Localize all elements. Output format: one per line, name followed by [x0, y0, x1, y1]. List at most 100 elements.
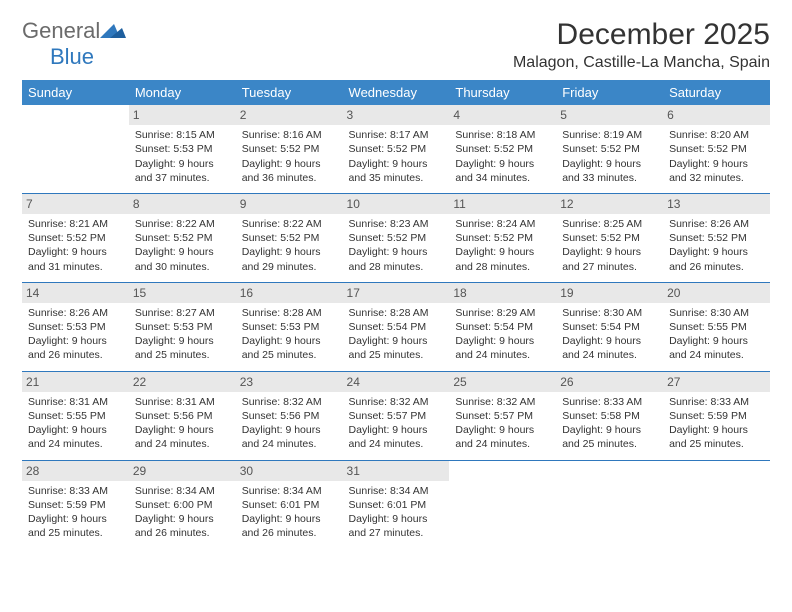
day-number: 9: [236, 194, 343, 214]
day-number: 12: [556, 194, 663, 214]
sunrise-text: Sunrise: 8:32 AM: [455, 395, 550, 409]
daylight-text: Daylight: 9 hours and 27 minutes.: [562, 245, 657, 273]
daylight-text: Daylight: 9 hours and 24 minutes.: [135, 423, 230, 451]
daylight-text: Daylight: 9 hours and 24 minutes.: [455, 334, 550, 362]
calendar-day-cell: 1Sunrise: 8:15 AMSunset: 5:53 PMDaylight…: [129, 105, 236, 193]
sunrise-text: Sunrise: 8:26 AM: [28, 306, 123, 320]
sunrise-text: Sunrise: 8:26 AM: [669, 217, 764, 231]
sunset-text: Sunset: 5:52 PM: [135, 231, 230, 245]
day-number: 26: [556, 372, 663, 392]
daylight-text: Daylight: 9 hours and 28 minutes.: [349, 245, 444, 273]
month-title: December 2025: [513, 18, 770, 52]
sunset-text: Sunset: 6:01 PM: [349, 498, 444, 512]
calendar-day-cell: 5Sunrise: 8:19 AMSunset: 5:52 PMDaylight…: [556, 105, 663, 193]
calendar-day-cell: 7Sunrise: 8:21 AMSunset: 5:52 PMDaylight…: [22, 193, 129, 282]
sunset-text: Sunset: 5:52 PM: [562, 231, 657, 245]
day-number: 8: [129, 194, 236, 214]
weekday-header: Monday: [129, 80, 236, 105]
sunset-text: Sunset: 5:52 PM: [28, 231, 123, 245]
sunset-text: Sunset: 5:52 PM: [669, 142, 764, 156]
sunrise-text: Sunrise: 8:34 AM: [135, 484, 230, 498]
sunset-text: Sunset: 5:53 PM: [242, 320, 337, 334]
sunset-text: Sunset: 5:59 PM: [669, 409, 764, 423]
calendar-day-cell: [663, 460, 770, 548]
weekday-header: Wednesday: [343, 80, 450, 105]
weekday-header: Thursday: [449, 80, 556, 105]
sunset-text: Sunset: 5:52 PM: [242, 231, 337, 245]
logo-word-blue: Blue: [50, 44, 94, 69]
daylight-text: Daylight: 9 hours and 26 minutes.: [135, 512, 230, 540]
sunrise-text: Sunrise: 8:31 AM: [28, 395, 123, 409]
day-number: 31: [343, 461, 450, 481]
calendar-day-cell: 27Sunrise: 8:33 AMSunset: 5:59 PMDayligh…: [663, 371, 770, 460]
sunrise-text: Sunrise: 8:18 AM: [455, 128, 550, 142]
sunrise-text: Sunrise: 8:17 AM: [349, 128, 444, 142]
day-number: 10: [343, 194, 450, 214]
sunset-text: Sunset: 5:56 PM: [242, 409, 337, 423]
sunrise-text: Sunrise: 8:15 AM: [135, 128, 230, 142]
sunset-text: Sunset: 5:58 PM: [562, 409, 657, 423]
calendar-table: Sunday Monday Tuesday Wednesday Thursday…: [22, 80, 770, 548]
daylight-text: Daylight: 9 hours and 33 minutes.: [562, 157, 657, 185]
sunset-text: Sunset: 5:57 PM: [349, 409, 444, 423]
sunrise-text: Sunrise: 8:30 AM: [562, 306, 657, 320]
sunset-text: Sunset: 5:52 PM: [669, 231, 764, 245]
sunrise-text: Sunrise: 8:20 AM: [669, 128, 764, 142]
calendar-week-row: 21Sunrise: 8:31 AMSunset: 5:55 PMDayligh…: [22, 371, 770, 460]
sunset-text: Sunset: 5:52 PM: [455, 231, 550, 245]
sunrise-text: Sunrise: 8:28 AM: [349, 306, 444, 320]
sunrise-text: Sunrise: 8:32 AM: [349, 395, 444, 409]
weekday-header-row: Sunday Monday Tuesday Wednesday Thursday…: [22, 80, 770, 105]
sunrise-text: Sunrise: 8:16 AM: [242, 128, 337, 142]
sunrise-text: Sunrise: 8:28 AM: [242, 306, 337, 320]
day-number: 27: [663, 372, 770, 392]
day-number: 29: [129, 461, 236, 481]
sunrise-text: Sunrise: 8:22 AM: [135, 217, 230, 231]
day-number: 19: [556, 283, 663, 303]
calendar-week-row: 14Sunrise: 8:26 AMSunset: 5:53 PMDayligh…: [22, 282, 770, 371]
calendar-day-cell: 21Sunrise: 8:31 AMSunset: 5:55 PMDayligh…: [22, 371, 129, 460]
calendar-day-cell: 11Sunrise: 8:24 AMSunset: 5:52 PMDayligh…: [449, 193, 556, 282]
calendar-day-cell: 20Sunrise: 8:30 AMSunset: 5:55 PMDayligh…: [663, 282, 770, 371]
calendar-day-cell: 25Sunrise: 8:32 AMSunset: 5:57 PMDayligh…: [449, 371, 556, 460]
calendar-day-cell: 19Sunrise: 8:30 AMSunset: 5:54 PMDayligh…: [556, 282, 663, 371]
daylight-text: Daylight: 9 hours and 29 minutes.: [242, 245, 337, 273]
daylight-text: Daylight: 9 hours and 35 minutes.: [349, 157, 444, 185]
calendar-day-cell: 31Sunrise: 8:34 AMSunset: 6:01 PMDayligh…: [343, 460, 450, 548]
day-number: 11: [449, 194, 556, 214]
logo-mark-icon: [100, 18, 126, 43]
sunrise-text: Sunrise: 8:30 AM: [669, 306, 764, 320]
calendar-week-row: 1Sunrise: 8:15 AMSunset: 5:53 PMDaylight…: [22, 105, 770, 193]
calendar-day-cell: 3Sunrise: 8:17 AMSunset: 5:52 PMDaylight…: [343, 105, 450, 193]
day-number: 7: [22, 194, 129, 214]
daylight-text: Daylight: 9 hours and 31 minutes.: [28, 245, 123, 273]
daylight-text: Daylight: 9 hours and 24 minutes.: [349, 423, 444, 451]
calendar-day-cell: 18Sunrise: 8:29 AMSunset: 5:54 PMDayligh…: [449, 282, 556, 371]
daylight-text: Daylight: 9 hours and 25 minutes.: [349, 334, 444, 362]
day-number: 25: [449, 372, 556, 392]
calendar-day-cell: [22, 105, 129, 193]
weekday-header: Saturday: [663, 80, 770, 105]
sunrise-text: Sunrise: 8:33 AM: [28, 484, 123, 498]
sunrise-text: Sunrise: 8:23 AM: [349, 217, 444, 231]
sunset-text: Sunset: 5:53 PM: [135, 142, 230, 156]
weekday-header: Tuesday: [236, 80, 343, 105]
sunset-text: Sunset: 5:52 PM: [455, 142, 550, 156]
daylight-text: Daylight: 9 hours and 26 minutes.: [242, 512, 337, 540]
daylight-text: Daylight: 9 hours and 34 minutes.: [455, 157, 550, 185]
sunset-text: Sunset: 5:53 PM: [28, 320, 123, 334]
calendar-day-cell: 12 Sunrise: 8:25 AMSunset: 5:52 PMDayligh…: [556, 193, 663, 282]
calendar-day-cell: 14Sunrise: 8:26 AMSunset: 5:53 PMDayligh…: [22, 282, 129, 371]
calendar-week-row: 28Sunrise: 8:33 AMSunset: 5:59 PMDayligh…: [22, 460, 770, 548]
calendar-day-cell: 24Sunrise: 8:32 AMSunset: 5:57 PMDayligh…: [343, 371, 450, 460]
calendar-day-cell: 26Sunrise: 8:33 AMSunset: 5:58 PMDayligh…: [556, 371, 663, 460]
calendar-day-cell: 22Sunrise: 8:31 AMSunset: 5:56 PMDayligh…: [129, 371, 236, 460]
calendar-day-cell: [556, 460, 663, 548]
sunset-text: Sunset: 5:53 PM: [135, 320, 230, 334]
day-number: 30: [236, 461, 343, 481]
sunset-text: Sunset: 5:59 PM: [28, 498, 123, 512]
sunrise-text: Sunrise: 8:33 AM: [669, 395, 764, 409]
sunrise-text: Sunrise: 8:25 AM: [562, 217, 657, 231]
calendar-day-cell: 15Sunrise: 8:27 AMSunset: 5:53 PMDayligh…: [129, 282, 236, 371]
calendar-day-cell: 23Sunrise: 8:32 AMSunset: 5:56 PMDayligh…: [236, 371, 343, 460]
